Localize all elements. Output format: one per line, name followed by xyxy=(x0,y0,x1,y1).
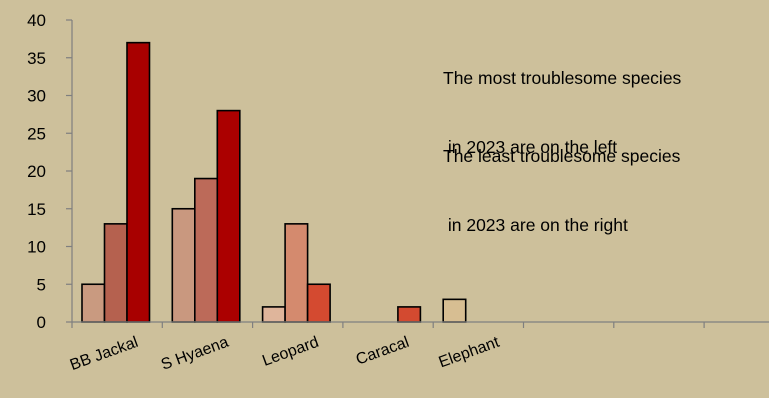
annotation-least-line1: The least troublesome species xyxy=(443,146,681,166)
annotation-most-troublesome: The most troublesome species in 2023 are… xyxy=(443,21,681,205)
annotation-most-line1: The most troublesome species xyxy=(443,68,682,88)
category-label-1: BB Jackal xyxy=(68,334,141,374)
category-label-4: Caracal xyxy=(354,334,412,369)
bar-1-2 xyxy=(103,223,128,323)
bar-3-2 xyxy=(284,223,309,323)
bar-2-2 xyxy=(194,177,219,323)
y-tick-label-5: 5 xyxy=(37,275,46,294)
category-label-2: S Hyaena xyxy=(159,334,231,374)
bar-2-1 xyxy=(171,207,196,323)
category-label-3: Leopard xyxy=(260,334,321,370)
y-tick-label-0: 0 xyxy=(37,313,46,332)
y-tick-label-30: 30 xyxy=(27,87,46,106)
bar-4-3 xyxy=(397,306,422,323)
bar-3-3 xyxy=(306,283,331,323)
bar-5-1 xyxy=(442,298,467,323)
annotation-least-line2: in 2023 are on the right xyxy=(443,215,628,235)
bar-1-3 xyxy=(126,41,151,323)
annotation-least-troublesome: The least troublesome species in 2023 ar… xyxy=(443,99,680,283)
annotation-most-line2: in 2023 are on the left xyxy=(443,137,618,157)
y-tick-label-20: 20 xyxy=(27,162,46,181)
y-tick-label-25: 25 xyxy=(27,124,46,143)
bar-2-3 xyxy=(216,109,241,323)
bar-3-1 xyxy=(261,306,286,323)
y-tick-label-40: 40 xyxy=(27,11,46,30)
category-label-5: Elephant xyxy=(437,334,503,372)
y-tick-label-35: 35 xyxy=(27,49,46,68)
bar-1-1 xyxy=(81,283,106,323)
y-tick-label-10: 10 xyxy=(27,238,46,257)
y-tick-label-15: 15 xyxy=(27,200,46,219)
